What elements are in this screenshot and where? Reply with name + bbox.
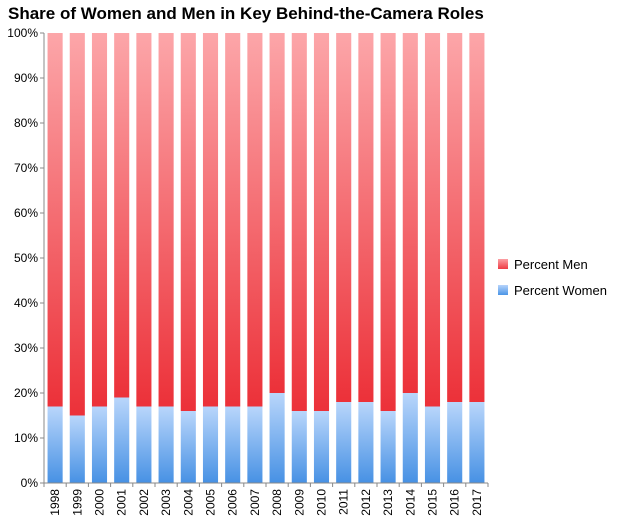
bar-men-2012 — [358, 33, 374, 402]
legend-label-women: Percent Women — [514, 282, 607, 298]
x-tick-label-2017: 2017 — [470, 489, 484, 516]
bar-men-2000 — [91, 33, 108, 407]
bar-men-2010 — [313, 33, 330, 411]
x-tick-label-2012: 2012 — [359, 489, 373, 516]
bar-men-2004 — [180, 33, 196, 411]
x-tick-label-2015: 2015 — [426, 489, 440, 516]
bar-men-2005 — [202, 33, 219, 407]
bar-men-2013 — [380, 33, 396, 411]
y-tick-label: 70% — [14, 161, 38, 175]
bar-men-1999 — [69, 33, 85, 416]
y-tick-label: 30% — [14, 341, 38, 355]
bar-women-2007 — [247, 406, 263, 483]
bar-women-2014 — [402, 393, 418, 483]
bar-women-2000 — [91, 406, 108, 483]
x-tick-label-2002: 2002 — [137, 489, 151, 516]
bar-women-2016 — [447, 402, 463, 483]
y-tick-label: 90% — [14, 71, 38, 85]
x-tick-label-2014: 2014 — [403, 489, 417, 516]
x-tick-label-2004: 2004 — [181, 489, 195, 516]
bar-women-2017 — [469, 402, 485, 483]
bar-men-2002 — [136, 33, 152, 407]
bar-women-2011 — [336, 402, 352, 483]
x-tick-label-2013: 2013 — [381, 489, 395, 516]
bar-women-2005 — [202, 406, 219, 483]
chart-title: Share of Women and Men in Key Behind-the… — [8, 4, 484, 23]
legend-item-men: Percent Men — [498, 253, 607, 275]
bar-women-2010 — [313, 411, 330, 483]
y-tick-label: 40% — [14, 296, 38, 310]
y-tick-label: 20% — [14, 386, 38, 400]
bar-men-2011 — [336, 33, 352, 402]
bar-women-2006 — [225, 406, 241, 483]
x-tick-label-1998: 1998 — [48, 489, 62, 516]
bar-women-2001 — [114, 397, 130, 483]
bar-women-2008 — [269, 393, 285, 483]
legend-swatch-women — [498, 285, 508, 295]
y-tick-label: 100% — [7, 26, 38, 40]
x-tick-label-2008: 2008 — [270, 489, 284, 516]
bar-men-2008 — [269, 33, 285, 393]
bar-women-2013 — [380, 411, 396, 483]
bar-men-1998 — [47, 33, 63, 407]
y-tick-label: 80% — [14, 116, 38, 130]
bar-women-2012 — [358, 402, 374, 483]
bar-men-2014 — [402, 33, 418, 393]
legend-swatch-men — [498, 259, 508, 269]
bar-women-2003 — [158, 406, 174, 483]
x-tick-label-2005: 2005 — [204, 489, 218, 516]
y-tick-label: 0% — [21, 476, 39, 490]
y-tick-label: 60% — [14, 206, 38, 220]
bar-men-2001 — [114, 33, 130, 398]
bar-men-2007 — [247, 33, 263, 407]
x-tick-label-2011: 2011 — [337, 489, 351, 515]
x-tick-label-2006: 2006 — [226, 489, 240, 516]
bar-women-2002 — [136, 406, 152, 483]
y-tick-label: 10% — [14, 431, 38, 445]
bar-women-2004 — [180, 411, 196, 483]
bar-men-2006 — [225, 33, 241, 407]
x-tick-label-2001: 2001 — [115, 489, 129, 516]
bar-men-2016 — [447, 33, 463, 402]
x-tick-label-2007: 2007 — [248, 489, 262, 516]
bar-men-2003 — [158, 33, 174, 407]
x-tick-label-2003: 2003 — [159, 489, 173, 516]
bar-women-2015 — [424, 406, 441, 483]
bar-men-2009 — [291, 33, 307, 411]
y-tick-label: 50% — [14, 251, 38, 265]
legend-item-women: Percent Women — [498, 279, 607, 301]
bar-men-2015 — [424, 33, 441, 407]
bar-women-2009 — [291, 411, 307, 483]
bar-women-1998 — [47, 406, 63, 483]
x-tick-label-2010: 2010 — [315, 489, 329, 516]
legend-label-men: Percent Men — [514, 256, 588, 272]
x-tick-label-2009: 2009 — [292, 489, 306, 516]
x-tick-label-2016: 2016 — [448, 489, 462, 516]
x-tick-label-1999: 1999 — [70, 489, 84, 516]
x-tick-label-2000: 2000 — [93, 489, 107, 516]
bar-women-1999 — [69, 415, 85, 483]
chart-legend: Percent Men Percent Women — [498, 253, 607, 305]
bar-men-2017 — [469, 33, 485, 402]
